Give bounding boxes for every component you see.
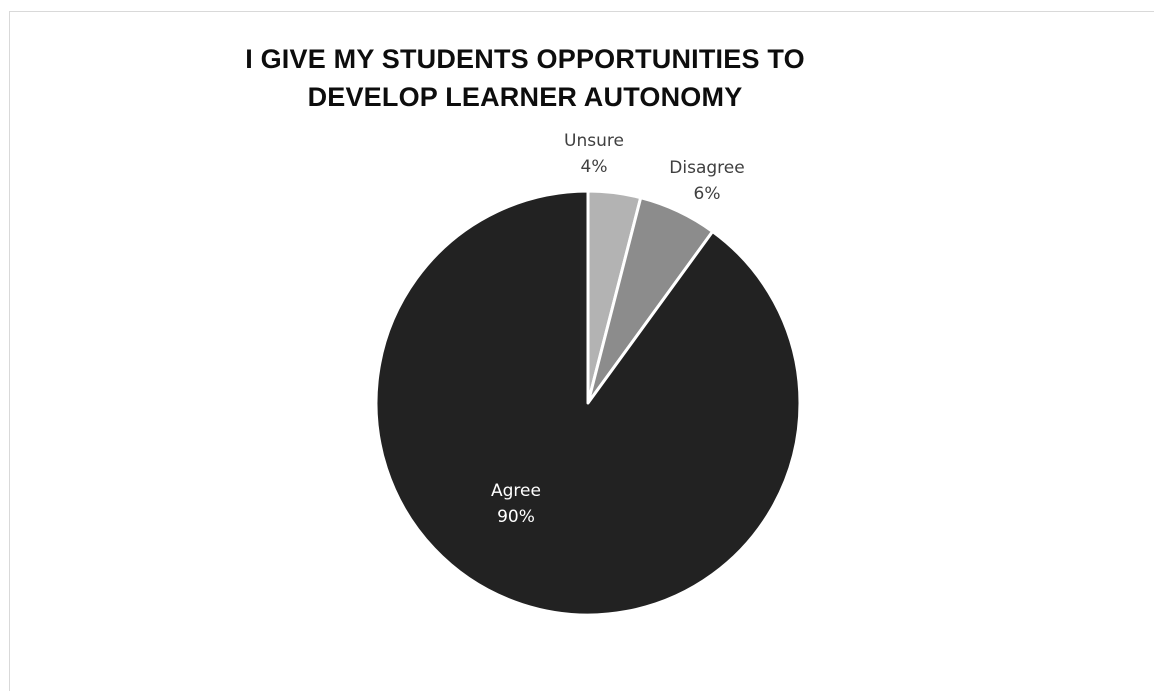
chart-title-line-2: DEVELOP LEARNER AUTONOMY: [307, 82, 743, 112]
pie-labels: Unsure 4% Disagree 6% Agree 90%: [491, 131, 745, 527]
slice-value-disagree: 6%: [694, 184, 721, 204]
slice-value-agree: 90%: [497, 507, 535, 527]
chart-title: I GIVE MY STUDENTS OPPORTUNITIES TO DEVE…: [200, 40, 850, 116]
pie-slices: [374, 189, 802, 617]
chart-title-line-1: I GIVE MY STUDENTS OPPORTUNITIES TO: [245, 44, 805, 74]
slice-label-unsure: Unsure: [564, 131, 624, 151]
slice-value-unsure: 4%: [581, 157, 608, 177]
pie-slice-agree: [374, 189, 802, 617]
slice-label-disagree: Disagree: [669, 158, 744, 178]
chart-frame: [9, 11, 1154, 691]
slice-label-agree: Agree: [491, 481, 541, 501]
